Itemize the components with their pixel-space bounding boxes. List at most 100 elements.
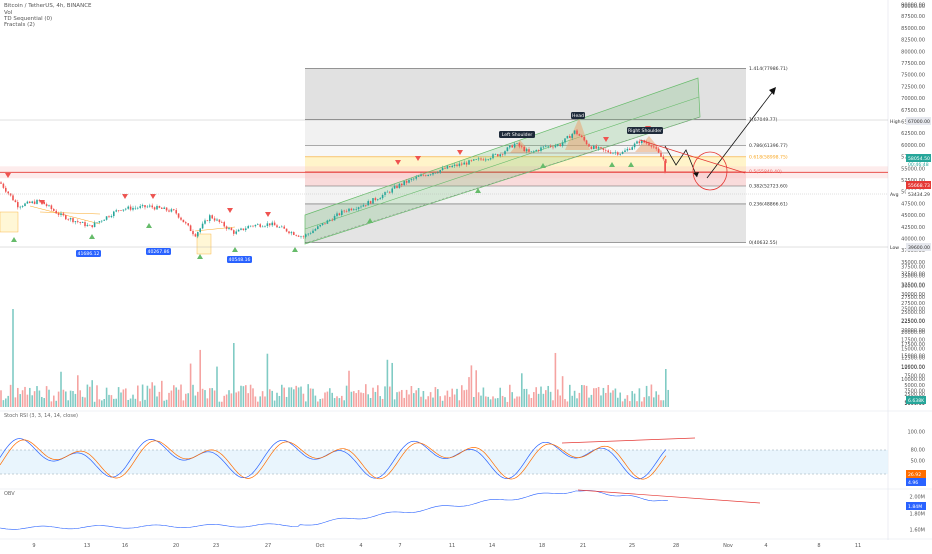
stoch-d-line <box>0 439 667 480</box>
candle-body <box>62 213 65 216</box>
volume-bar <box>624 398 626 407</box>
volume-axis-tick: 30000.00 <box>901 292 925 298</box>
volume-bar <box>98 399 101 407</box>
candle-body <box>321 223 324 225</box>
fib-band <box>305 68 746 120</box>
candle-body <box>578 134 581 136</box>
candle-body <box>633 143 636 148</box>
volume-bar <box>209 388 211 407</box>
volume-bar <box>0 390 2 407</box>
volume-bar <box>326 391 329 407</box>
last-price-badge-bg <box>906 154 931 162</box>
volume-bar <box>633 393 636 407</box>
fractal-down-arrow <box>5 173 11 178</box>
candle-body <box>662 156 665 160</box>
volume-bar <box>163 400 165 407</box>
candle-body <box>139 206 141 208</box>
blue-value-tag: 40548.16 <box>227 256 252 263</box>
volume-bar <box>269 389 271 407</box>
volume-bar <box>434 387 437 407</box>
volume-bar <box>348 370 350 407</box>
fractal-up-arrow <box>146 223 152 228</box>
volume-bar <box>621 401 624 407</box>
candle-body <box>609 152 612 154</box>
obv-divergence-line <box>577 489 761 504</box>
volume-bar <box>158 391 161 407</box>
volume-bar <box>161 380 163 407</box>
candle-body <box>33 201 36 204</box>
candle-body <box>485 159 487 161</box>
volume-bar <box>441 400 444 407</box>
candle-body <box>427 174 429 177</box>
volume-bar <box>612 390 614 407</box>
fractals <box>5 113 651 259</box>
candle-body <box>410 179 413 180</box>
volume-bar <box>110 395 113 407</box>
volume-bar <box>398 391 401 407</box>
volume-bar <box>173 385 175 407</box>
time-axis-tick: Nov <box>723 543 733 549</box>
candle-body <box>271 222 273 226</box>
candle-body <box>314 229 317 231</box>
candle-body <box>379 198 381 200</box>
candle-body <box>77 221 79 223</box>
volume-bar <box>590 394 593 407</box>
candle-body <box>607 150 609 153</box>
candle-body <box>453 164 456 166</box>
candle-body <box>549 145 552 147</box>
volume-bar <box>141 384 144 407</box>
candle-body <box>542 146 545 148</box>
level-badge-text: 55668.73 <box>908 183 930 189</box>
volume-bar <box>175 387 177 407</box>
volume-bar <box>559 395 561 407</box>
volume-bar <box>194 395 197 407</box>
time-axis-tick: 11 <box>855 543 861 549</box>
candle-body <box>98 221 101 223</box>
volume-bar <box>278 395 281 407</box>
price-axis-tick: 67500.00 <box>901 108 925 114</box>
candle-body <box>228 227 230 229</box>
volume-bar <box>9 384 12 407</box>
fractal-up-arrow <box>197 254 203 259</box>
volume-bar <box>132 394 134 407</box>
volume-bar <box>108 394 110 407</box>
candle-body <box>151 205 153 208</box>
candle-body <box>489 158 492 160</box>
volume-badge: 6.638K <box>906 396 926 404</box>
candle-body <box>528 149 530 152</box>
candle-body <box>93 222 96 228</box>
volume-bar <box>662 400 665 407</box>
candle-body <box>597 147 600 149</box>
volume-axis-tick: 35000.00 <box>901 274 925 280</box>
candle-body <box>381 194 384 199</box>
volume-bar <box>417 387 420 407</box>
volume-bar <box>439 396 441 407</box>
candle-body <box>509 145 511 148</box>
candle-body <box>559 144 561 146</box>
stoch-axis-tick: 100.00 <box>908 430 926 436</box>
volume-bar <box>537 393 540 407</box>
candle-body <box>398 183 401 188</box>
stoch-d-badge: 26.92 <box>906 470 926 478</box>
candle-body <box>497 154 499 157</box>
volume-bar <box>62 389 65 407</box>
candle-body <box>417 176 420 177</box>
volume-bar <box>473 397 475 407</box>
fib-band <box>305 171 746 187</box>
level-badge-bg <box>906 181 931 189</box>
candle-body <box>105 216 108 220</box>
candle-body <box>545 146 547 148</box>
candle-body <box>480 158 482 160</box>
volume-bar <box>293 389 295 407</box>
volume-bar <box>91 380 93 407</box>
volume-bar <box>492 396 494 407</box>
volume-bar <box>386 359 389 407</box>
obv-axis-tick: 1.60M <box>910 528 925 534</box>
volume-bar <box>96 385 98 407</box>
volume-badge-text: 6.638K <box>908 398 925 404</box>
price-axis-tick: 42500.00 <box>901 225 925 231</box>
volume-bar <box>602 387 605 407</box>
candle-body <box>201 223 204 229</box>
